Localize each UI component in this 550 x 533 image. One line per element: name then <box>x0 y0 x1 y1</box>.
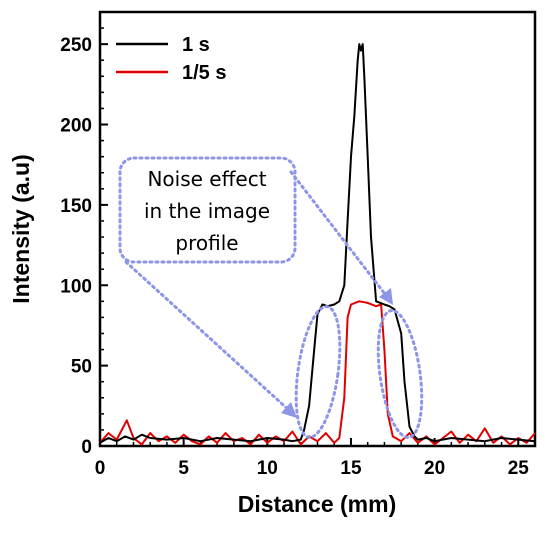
series-group <box>99 43 536 446</box>
x-tick-label: 0 <box>95 458 106 479</box>
legend-label-1s: 1 s <box>182 34 210 56</box>
annotation-ellipse-right <box>376 309 424 439</box>
annotation-arrow-right <box>289 170 390 300</box>
y-tick-label: 200 <box>60 116 92 137</box>
x-axis-tick-labels: 0 5 10 15 20 25 <box>95 458 530 479</box>
legend-label-1-5s: 1/5 s <box>182 62 226 84</box>
x-tick-label: 15 <box>340 458 362 479</box>
y-tick-label: 0 <box>81 437 92 458</box>
x-tick-label: 5 <box>178 458 189 479</box>
legend: 1 s 1/5 s <box>116 34 226 84</box>
y-axis-tick-labels: 0 50 100 150 200 250 <box>60 35 92 458</box>
y-axis-ticks <box>100 27 108 447</box>
annotation-box <box>118 156 297 264</box>
annotation-ellipse-left <box>294 305 342 439</box>
y-axis-title: Intensity (a.u) <box>8 154 34 304</box>
x-tick-label: 10 <box>257 458 278 479</box>
y-tick-label: 100 <box>60 276 92 297</box>
annotation-line-1: Noise effect <box>147 167 266 191</box>
series-line-1s <box>99 43 536 444</box>
annotation-line-3: profile <box>175 231 238 255</box>
annotation-line-2: in the image <box>144 199 270 223</box>
annotation-arrowhead-left <box>281 402 297 418</box>
y-tick-label: 250 <box>60 35 92 56</box>
annotation-arrowhead-right <box>379 288 393 305</box>
x-tick-label: 20 <box>424 458 445 479</box>
x-tick-label: 25 <box>508 458 530 479</box>
annotation-arrow-left <box>124 260 293 414</box>
x-axis-title: Distance (mm) <box>238 491 396 517</box>
noise-annotation: Noise effect in the image profile <box>118 156 424 439</box>
y-tick-label: 50 <box>71 357 92 378</box>
y-tick-label: 150 <box>60 196 92 217</box>
